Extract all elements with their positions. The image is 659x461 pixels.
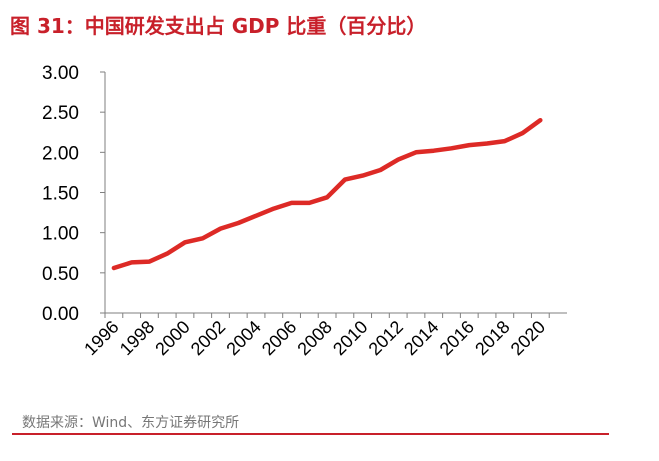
- x-tick-label: 2004: [222, 317, 264, 359]
- x-tick-label: 2012: [365, 317, 407, 359]
- x-tick-label: 1996: [80, 317, 122, 359]
- series-line: [111, 117, 543, 271]
- x-tick-label: 2002: [187, 317, 229, 359]
- x-tick-label: 2006: [258, 317, 300, 359]
- source-note: 数据来源：Wind、东方证券研究所: [22, 415, 240, 431]
- x-tick-label: 2018: [471, 317, 513, 359]
- x-tick-label: 2014: [400, 317, 442, 359]
- bottom-divider: [12, 433, 609, 435]
- x-tick-label: 2016: [436, 317, 478, 359]
- y-tick-label: 1.50: [42, 184, 79, 205]
- x-tick-label: 2010: [329, 317, 371, 359]
- x-tick-label: 2008: [293, 317, 335, 359]
- y-tick-label: 3.00: [42, 63, 79, 84]
- figure-title: 图 31：中国研发支出占 GDP 比重（百分比）: [10, 14, 427, 38]
- y-tick-label: 0.00: [42, 304, 79, 325]
- y-tick-label: 2.50: [42, 103, 79, 124]
- y-tick-label: 2.00: [42, 143, 79, 164]
- x-tick-label: 1998: [116, 317, 158, 359]
- y-tick-label: 0.50: [42, 264, 79, 285]
- x-tick-label: 2020: [507, 317, 549, 359]
- y-tick-label: 1.00: [42, 224, 79, 245]
- x-tick-label: 2000: [151, 317, 193, 359]
